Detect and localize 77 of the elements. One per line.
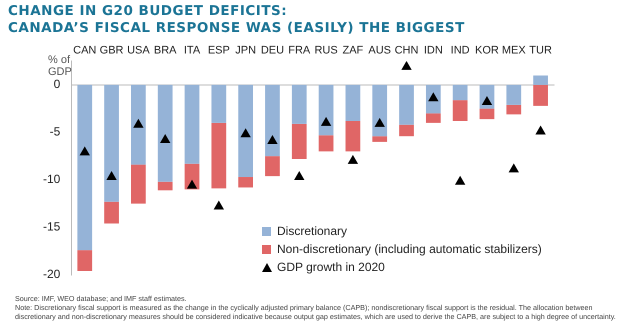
point: [321, 117, 331, 126]
x-tick-label: ITA: [184, 44, 201, 57]
bar: [480, 108, 494, 120]
bar: [211, 122, 226, 188]
bar: [104, 84, 119, 202]
point: [348, 155, 358, 164]
point: [374, 118, 385, 127]
x-tick-label: DEU: [260, 44, 284, 57]
x-tick-label: RUS: [314, 44, 338, 57]
point: [214, 200, 224, 210]
bar: [238, 84, 254, 178]
bar: [372, 136, 388, 142]
x-tick-label: ZAF: [342, 44, 364, 57]
legend-label: Discretionary: [276, 223, 348, 240]
bar: [452, 100, 468, 122]
bar: [318, 84, 334, 136]
point: [106, 172, 116, 180]
point: [187, 180, 197, 189]
y-tick-label: -5: [50, 124, 61, 139]
y-axis-title: % of GDP: [48, 54, 72, 78]
bar: [399, 84, 414, 125]
legend-label: GDP growth in 2020: [276, 259, 386, 276]
point: [160, 134, 170, 143]
x-tick-label: GBR: [100, 44, 124, 57]
bar: [265, 156, 280, 176]
x-tick-label: TUR: [529, 44, 552, 57]
point: [134, 119, 144, 128]
bar: [158, 84, 173, 182]
x-tick-label: CAN: [73, 44, 96, 57]
bar: [372, 84, 388, 136]
bar: [211, 84, 226, 123]
point: [536, 126, 546, 134]
bar: [533, 75, 548, 85]
point: [508, 164, 519, 172]
bar: [318, 135, 334, 152]
y-tick-label: -20: [43, 267, 61, 282]
bar: [77, 84, 92, 250]
bar: [265, 84, 280, 156]
bar: [533, 84, 548, 106]
legend-label: Non-discretionary (including automatic stabilizers): [276, 241, 542, 258]
bar: [184, 84, 200, 164]
bar: [506, 104, 522, 114]
bar: [399, 124, 414, 136]
chart-title: CHANGE IN G20 BUDGET DEFICITS: CANADA’S FISCAL RESPONSE WAS (EASILY) THE BIGGEST: [8, 3, 465, 37]
bar: [104, 202, 119, 224]
bar: [452, 84, 468, 100]
point: [80, 146, 90, 156]
x-tick-label: IDN: [424, 44, 443, 57]
x-tick-label: KOR: [475, 44, 499, 57]
bar: [158, 182, 173, 190]
x-tick-label: MEX: [502, 44, 526, 57]
x-tick-label: FRA: [288, 44, 311, 57]
bar: [346, 84, 360, 122]
bar: [506, 84, 522, 105]
point: [240, 128, 250, 138]
bar: [131, 84, 146, 165]
bar: [346, 121, 360, 152]
point: [455, 176, 465, 185]
x-tick-label: CHN: [394, 44, 418, 57]
x-tick-label: JPN: [235, 44, 256, 57]
x-tick-label: IND: [450, 44, 470, 57]
point: [402, 61, 412, 70]
bar: [426, 113, 441, 123]
bar: [238, 177, 254, 188]
bar: [292, 84, 307, 124]
bar: [131, 164, 146, 204]
x-tick-label: AUS: [368, 44, 392, 57]
x-tick-label: BRA: [154, 44, 178, 57]
y-tick-label: -15: [43, 220, 61, 234]
bar: [77, 250, 92, 272]
y-tick-label: -10: [43, 172, 61, 186]
x-tick-label: USA: [127, 44, 150, 57]
bar: [292, 124, 307, 159]
point: [268, 135, 278, 144]
point: [294, 172, 304, 180]
y-tick-label: 0: [54, 77, 61, 92]
x-tick-label: ESP: [208, 44, 230, 57]
